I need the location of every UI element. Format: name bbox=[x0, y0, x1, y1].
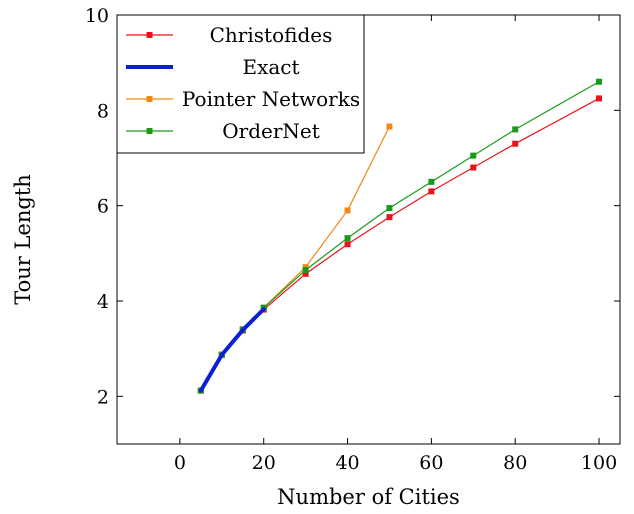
legend-marker bbox=[146, 32, 153, 38]
x-tick-label: 0 bbox=[174, 452, 186, 474]
legend-marker bbox=[146, 96, 153, 102]
legend-box bbox=[116, 14, 365, 154]
data-point-pointer-networks bbox=[344, 207, 351, 214]
data-point-christofides bbox=[302, 270, 309, 277]
data-point-christofides bbox=[512, 140, 519, 147]
data-point-ordernet bbox=[386, 205, 393, 212]
data-point-ordernet bbox=[470, 152, 477, 159]
data-point-christofides bbox=[470, 164, 477, 171]
data-point-christofides bbox=[596, 95, 603, 102]
y-tick-label: 10 bbox=[85, 5, 109, 27]
legend-label: Exact bbox=[242, 55, 299, 79]
legend-label: OrderNet bbox=[222, 119, 320, 143]
data-point-ordernet bbox=[596, 78, 603, 85]
axes: 0 20 40 60 80 100 2 4 6 8 10 bbox=[85, 5, 621, 474]
x-tick-label: 80 bbox=[503, 452, 527, 474]
y-axis-label: Tour Length bbox=[11, 174, 35, 305]
x-tick-label: 20 bbox=[252, 452, 276, 474]
legend-entry-ordernet: OrderNet bbox=[126, 119, 320, 143]
data-point-ordernet bbox=[302, 267, 309, 274]
data-point-pointer-networks bbox=[386, 123, 393, 130]
series-pointer-networks bbox=[197, 123, 393, 394]
legend-entry-christofides: Christofides bbox=[126, 23, 332, 47]
x-tick-label: 60 bbox=[419, 452, 443, 474]
y-tick-label: 2 bbox=[97, 386, 109, 408]
x-tick-label: 100 bbox=[581, 452, 617, 474]
series-line-pointer-networks bbox=[200, 125, 391, 392]
data-point-christofides bbox=[428, 188, 435, 195]
series-line-exact bbox=[198, 307, 266, 393]
legend-label: Pointer Networks bbox=[182, 87, 360, 111]
y-tick-label: 4 bbox=[97, 291, 109, 313]
series-layer bbox=[197, 78, 603, 394]
plot-frame bbox=[116, 14, 621, 445]
legend-entry-pointer-networks: Pointer Networks bbox=[126, 87, 360, 111]
legend-entry-exact: Exact bbox=[126, 55, 300, 79]
legend-marker bbox=[146, 128, 153, 134]
y-tick-label: 6 bbox=[97, 196, 109, 218]
data-point-ordernet bbox=[428, 178, 435, 185]
legend-label: Christofides bbox=[210, 23, 333, 47]
data-point-christofides bbox=[386, 214, 393, 221]
series-exact bbox=[198, 307, 266, 393]
data-point-christofides bbox=[344, 241, 351, 248]
x-axis-label: Number of Cities bbox=[277, 485, 460, 509]
data-point-ordernet bbox=[344, 235, 351, 242]
data-point-ordernet bbox=[512, 126, 519, 133]
legend: Christofides Exact Pointer Networks OrderNe… bbox=[116, 14, 365, 154]
y-tick-label: 8 bbox=[97, 100, 109, 122]
x-tick-label: 40 bbox=[335, 452, 359, 474]
